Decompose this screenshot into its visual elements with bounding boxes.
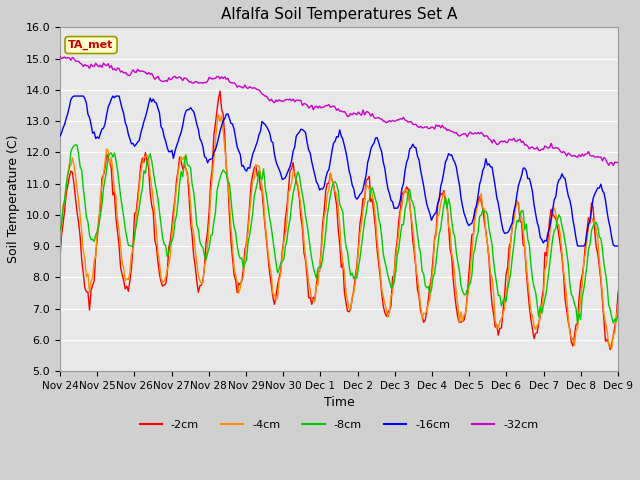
Text: TA_met: TA_met <box>68 40 114 50</box>
Legend: -2cm, -4cm, -8cm, -16cm, -32cm: -2cm, -4cm, -8cm, -16cm, -32cm <box>135 415 543 434</box>
X-axis label: Time: Time <box>324 396 355 409</box>
Y-axis label: Soil Temperature (C): Soil Temperature (C) <box>7 135 20 264</box>
Title: Alfalfa Soil Temperatures Set A: Alfalfa Soil Temperatures Set A <box>221 7 457 22</box>
